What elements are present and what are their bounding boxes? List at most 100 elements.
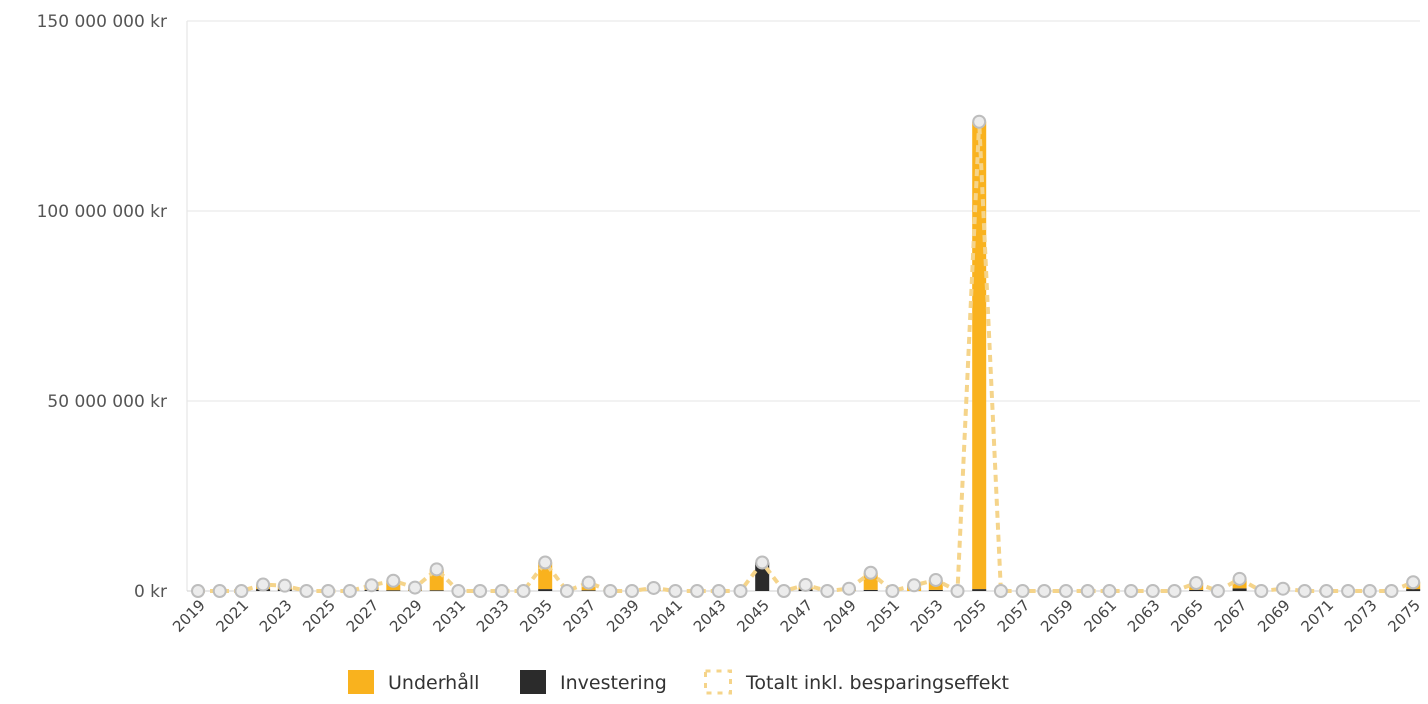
x-tick-label: 2045 xyxy=(733,596,773,636)
point-totalt-2048 xyxy=(820,584,835,598)
bar-investering-2067 xyxy=(1232,588,1247,591)
legend-item-2: Investering xyxy=(520,670,667,694)
point-totalt-2067 xyxy=(1232,571,1247,586)
x-tick-label: 2025 xyxy=(299,596,339,636)
bar-investering-2055 xyxy=(972,589,987,591)
bar-investering-2053 xyxy=(928,589,943,591)
legend-label: Underhåll xyxy=(388,671,479,694)
x-tick-label: 2055 xyxy=(950,596,990,636)
point-totalt-2059 xyxy=(1059,584,1073,598)
point-totalt-2074 xyxy=(1384,584,1399,598)
point-totalt-2068 xyxy=(1254,584,1269,598)
point-totalt-2038 xyxy=(603,584,618,598)
x-tick-label: 2057 xyxy=(994,596,1034,636)
point-totalt-2063 xyxy=(1145,584,1160,598)
y-axis: 0 kr 50 000 000 kr 100 000 000 kr 150 000 0… xyxy=(37,12,167,602)
point-totalt-2054 xyxy=(950,584,965,598)
x-tick-label: 2047 xyxy=(777,596,817,636)
bar-investering-2050 xyxy=(863,589,878,591)
point-totalt-2072 xyxy=(1341,584,1356,598)
x-tick-label: 2027 xyxy=(343,596,383,636)
point-totalt-2020 xyxy=(212,584,227,598)
legend-item-3: Totalt inkl. besparingseffekt xyxy=(704,669,1009,695)
point-totalt-2027 xyxy=(364,578,379,593)
point-totalt-2062 xyxy=(1124,584,1139,598)
point-totalt-2073 xyxy=(1362,584,1377,598)
x-tick-label: 2029 xyxy=(386,596,426,636)
x-tick-label: 2067 xyxy=(1211,596,1251,636)
point-totalt-2019 xyxy=(191,584,205,598)
point-totalt-2036 xyxy=(559,584,574,598)
point-totalt-2032 xyxy=(473,584,488,598)
point-totalt-2035 xyxy=(538,555,553,570)
x-tick-label: 2035 xyxy=(516,596,556,636)
point-totalt-2061 xyxy=(1102,584,1117,598)
point-totalt-2069 xyxy=(1276,581,1290,596)
x-tick-label: 2063 xyxy=(1124,596,1164,636)
x-tick-label: 2037 xyxy=(560,596,600,636)
x-tick-label: 2073 xyxy=(1341,596,1381,636)
point-totalt-2041 xyxy=(668,584,683,598)
bar-investering-2075 xyxy=(1406,589,1421,591)
point-totalt-2070 xyxy=(1297,584,1312,598)
point-totalt-2024 xyxy=(299,584,314,598)
point-totalt-2050 xyxy=(863,565,878,580)
point-totalt-2065 xyxy=(1189,576,1204,591)
point-totalt-2044 xyxy=(733,584,748,598)
x-tick-label: 2059 xyxy=(1037,596,1077,636)
series-line-totalt xyxy=(198,119,1414,593)
legend-swatch xyxy=(520,670,546,694)
point-totalt-2043 xyxy=(711,584,726,598)
legend-label: Investering xyxy=(560,672,667,694)
point-totalt-2071 xyxy=(1319,584,1334,598)
point-totalt-2055 xyxy=(972,114,987,129)
legend-label: Totalt inkl. besparingseffekt xyxy=(745,672,1009,694)
point-totalt-2033 xyxy=(494,584,509,598)
point-totalt-2040 xyxy=(646,580,661,595)
x-tick-label: 2023 xyxy=(256,596,296,636)
x-tick-label: 2031 xyxy=(429,596,469,636)
total-line xyxy=(198,119,1414,593)
total-markers xyxy=(191,114,1421,598)
point-totalt-2021 xyxy=(234,584,249,598)
point-totalt-2022 xyxy=(256,577,271,592)
y-tick-label: 100 000 000 kr xyxy=(37,202,167,222)
x-tick-label: 2021 xyxy=(212,596,252,636)
point-totalt-2057 xyxy=(1015,584,1030,598)
point-totalt-2051 xyxy=(885,584,900,598)
legend: Underhåll Investering Totalt inkl. bespari… xyxy=(348,669,1009,695)
x-tick-label: 2049 xyxy=(820,596,860,636)
x-tick-label: 2043 xyxy=(690,596,730,636)
x-tick-label: 2033 xyxy=(473,596,513,636)
x-tick-label: 2051 xyxy=(863,596,903,636)
point-totalt-2066 xyxy=(1210,584,1225,598)
point-totalt-2037 xyxy=(581,575,596,590)
point-totalt-2023 xyxy=(277,578,292,593)
legend-swatch xyxy=(704,669,732,695)
point-totalt-2030 xyxy=(429,562,444,577)
bars xyxy=(256,121,1421,591)
bar-investering-2037 xyxy=(581,590,596,591)
x-tick-label: 2053 xyxy=(907,596,947,636)
point-totalt-2053 xyxy=(928,572,943,587)
point-totalt-2047 xyxy=(798,577,813,592)
point-totalt-2052 xyxy=(907,578,922,593)
x-axis: 2019 2021 2023 2025 2027 2029 2031 2033 2035 2037… xyxy=(169,596,1424,636)
point-totalt-2075 xyxy=(1406,575,1421,590)
point-totalt-2056 xyxy=(993,584,1008,598)
x-tick-label: 2071 xyxy=(1297,596,1337,636)
bar-investering-2030 xyxy=(429,590,444,591)
x-tick-label: 2039 xyxy=(603,596,643,636)
y-tick-label: 0 kr xyxy=(134,582,167,602)
point-totalt-2034 xyxy=(516,584,531,598)
point-totalt-2058 xyxy=(1037,584,1052,598)
y-tick-label: 50 000 000 kr xyxy=(47,392,167,412)
bar-investering-2028 xyxy=(386,590,401,591)
point-totalt-2039 xyxy=(625,584,639,598)
x-tick-label: 2041 xyxy=(646,596,686,636)
point-totalt-2042 xyxy=(690,584,705,598)
point-totalt-2064 xyxy=(1167,584,1182,598)
bar-investering-2065 xyxy=(1189,589,1204,591)
